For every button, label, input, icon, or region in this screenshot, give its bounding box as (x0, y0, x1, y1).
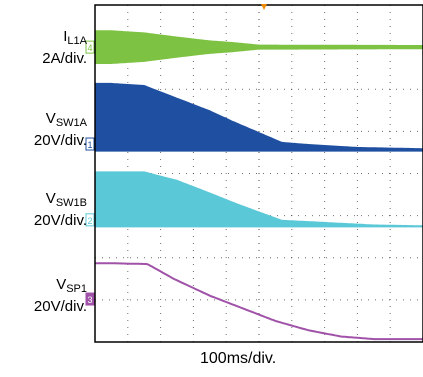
il1a-name-main: I (63, 28, 68, 45)
vsw1b-name-main: V (45, 190, 56, 207)
x-axis-label: 100ms/div. (200, 350, 277, 367)
trace-vsw1b (95, 171, 423, 228)
vsp1-name-sub: SP1 (66, 283, 87, 295)
trace-vsw1a (95, 82, 423, 152)
vsw1a-scale: 20V/div. (33, 132, 87, 149)
il1a-name-sub: L1A (67, 35, 87, 47)
vsw1a-name-sub: SW1A (55, 117, 87, 129)
channel-marker-il1a (85, 40, 95, 54)
vsp1-name-main: V (56, 276, 67, 293)
channel-marker-label-vsw1b: 2 (87, 216, 92, 226)
trigger-marker (261, 4, 267, 10)
traces (95, 30, 423, 341)
trace-il1a (95, 30, 423, 64)
channel-marker-label-vsw1a: 1 (87, 140, 92, 150)
label-vsw1b: VSW1B 20V/div. (2, 190, 87, 229)
plot-frame (94, 4, 423, 343)
vsw1b-name-sub: SW1B (55, 197, 87, 209)
channel-marker-label-vsp1: 3 (87, 295, 92, 305)
channel-marker-vsw1a (85, 137, 95, 151)
il1a-scale: 2A/div. (42, 50, 87, 67)
trace-vsp1 (95, 262, 423, 341)
channel-marker-vsp1 (85, 292, 95, 306)
vsp1-scale: 20V/div. (33, 298, 87, 315)
vsw1b-scale: 20V/div. (33, 212, 87, 229)
label-vsp1: VSP1 20V/div. (2, 276, 87, 315)
channel-marker-label-il1a: 4 (87, 43, 92, 53)
channel-markers: 4 1 2 3 (85, 40, 95, 306)
label-vsw1a: VSW1A 20V/div. (2, 110, 87, 149)
channel-marker-vsw1b (85, 213, 95, 227)
vsw1a-name-main: V (45, 110, 56, 127)
label-il1a: IL1A 2A/div. (2, 28, 87, 67)
